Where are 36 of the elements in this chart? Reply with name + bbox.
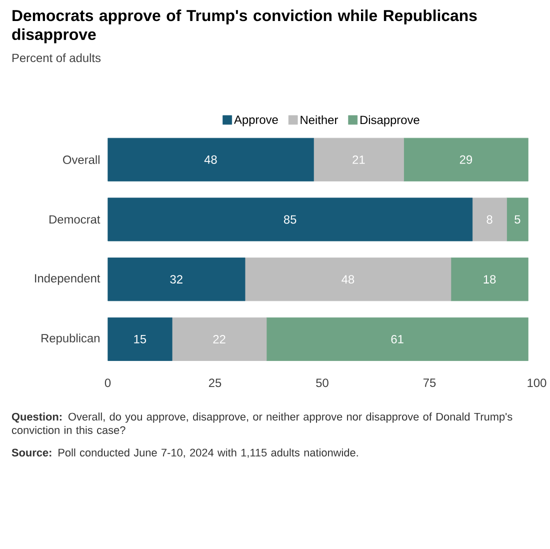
data-label: 21: [352, 156, 365, 164]
chart-subtitle: Percent of adults: [12, 54, 101, 62]
data-label: 32: [170, 275, 182, 284]
y-tick-label: Independent: [35, 274, 100, 286]
bar: [266, 318, 528, 362]
x-tick-label: 25: [208, 378, 222, 388]
data-label: 8: [486, 215, 492, 224]
bar: [404, 138, 528, 182]
data-label: 48: [204, 156, 217, 164]
legend-label: Disapprove: [360, 116, 420, 127]
y-tick-label: Democrat: [50, 215, 100, 224]
data-label: 61: [391, 335, 404, 344]
data-label: 22: [213, 335, 226, 344]
text: Question: Overall, do you approve, disapprove, or neither approve nor disapprove of Donald Trump's conviction in this case?: [12, 412, 512, 434]
data-label: 5: [514, 215, 520, 224]
bar: [172, 318, 267, 362]
legend-label: Approve: [234, 116, 278, 126]
chart-title: Democrats approve of Trump's conviction while Republicans disapprove: [12, 10, 477, 44]
y-tick-label: Overall: [63, 155, 100, 164]
data-label: 48: [342, 275, 354, 284]
bar: [450, 258, 528, 302]
x-tick-label: 0: [104, 378, 111, 388]
bar: [244, 258, 452, 302]
x-tick-label: 50: [316, 378, 328, 388]
bar: [506, 198, 528, 242]
x-tick-label: 75: [423, 378, 436, 388]
x-tick-label: 100: [528, 378, 546, 388]
bar: [313, 138, 404, 182]
y-tick-label: Republican: [42, 334, 100, 345]
bar: [472, 198, 507, 242]
data-label: 85: [284, 215, 296, 224]
data-label: 15: [134, 335, 146, 344]
data-label: 29: [460, 156, 472, 164]
data-label: 18: [484, 275, 496, 284]
legend-label: Neither: [300, 116, 338, 124]
text: Source: Poll conducted June 7-10, 2024 with 1,115 adults nationwide.: [12, 448, 358, 458]
